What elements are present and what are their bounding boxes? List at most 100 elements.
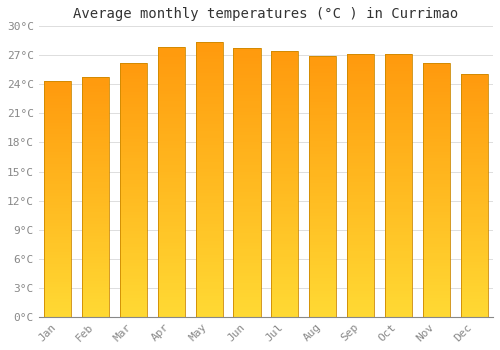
Bar <box>422 72 450 76</box>
Bar <box>44 178 72 182</box>
Bar <box>44 264 72 267</box>
Bar <box>44 122 72 126</box>
Bar <box>158 87 185 91</box>
Bar <box>120 253 147 257</box>
Bar <box>385 222 412 225</box>
Bar <box>385 127 412 130</box>
Bar <box>385 251 412 254</box>
Bar <box>44 270 72 273</box>
Bar <box>422 241 450 244</box>
Bar <box>271 151 298 154</box>
Bar <box>82 272 109 275</box>
Bar <box>82 260 109 263</box>
Bar <box>309 170 336 174</box>
Bar <box>120 275 147 279</box>
Bar <box>158 246 185 249</box>
Bar <box>422 174 450 177</box>
Bar <box>460 192 488 195</box>
Bar <box>347 261 374 264</box>
Bar <box>234 51 260 54</box>
Bar <box>196 193 223 196</box>
Bar <box>44 190 72 193</box>
Bar <box>422 63 450 317</box>
Bar <box>460 150 488 153</box>
Bar <box>385 241 412 245</box>
Bar <box>158 232 185 236</box>
Bar <box>460 186 488 189</box>
Bar <box>82 209 109 212</box>
Bar <box>385 156 412 159</box>
Bar <box>234 155 260 159</box>
Bar <box>309 242 336 245</box>
Bar <box>422 69 450 72</box>
Bar <box>309 128 336 131</box>
Bar <box>44 211 72 214</box>
Bar <box>44 96 72 99</box>
Bar <box>309 203 336 206</box>
Bar <box>309 301 336 304</box>
Bar <box>422 146 450 149</box>
Bar <box>460 159 488 162</box>
Bar <box>422 250 450 253</box>
Bar <box>234 108 260 112</box>
Bar <box>385 100 412 104</box>
Bar <box>422 82 450 85</box>
Bar <box>82 137 109 140</box>
Bar <box>82 215 109 218</box>
Bar <box>82 86 109 89</box>
Bar <box>158 276 185 280</box>
Bar <box>347 241 374 245</box>
Bar <box>158 212 185 216</box>
Bar <box>347 77 374 80</box>
Bar <box>385 146 412 149</box>
Bar <box>82 131 109 134</box>
Bar <box>347 80 374 84</box>
Bar <box>44 111 72 114</box>
Bar <box>422 142 450 146</box>
Bar <box>44 187 72 190</box>
Bar <box>422 104 450 107</box>
Bar <box>44 102 72 105</box>
Bar <box>82 266 109 269</box>
Bar <box>347 166 374 169</box>
Bar <box>422 158 450 161</box>
Bar <box>158 243 185 246</box>
Bar <box>120 304 147 307</box>
Bar <box>347 268 374 271</box>
Bar <box>271 211 298 214</box>
Bar <box>347 287 374 290</box>
Bar <box>234 287 260 290</box>
Bar <box>309 284 336 287</box>
Bar <box>158 104 185 107</box>
Bar <box>460 89 488 92</box>
Bar <box>120 288 147 292</box>
Bar <box>309 304 336 307</box>
Bar <box>309 174 336 177</box>
Bar <box>385 231 412 235</box>
Bar <box>385 310 412 314</box>
Bar <box>196 282 223 286</box>
Bar <box>196 234 223 238</box>
Bar <box>120 310 147 314</box>
Bar <box>460 286 488 289</box>
Bar <box>271 314 298 317</box>
Bar <box>385 189 412 192</box>
Bar <box>82 248 109 251</box>
Bar <box>82 287 109 290</box>
Bar <box>158 222 185 226</box>
Bar <box>460 116 488 119</box>
Bar <box>309 108 336 112</box>
Bar <box>422 225 450 228</box>
Bar <box>120 89 147 92</box>
Bar <box>460 241 488 244</box>
Bar <box>196 66 223 69</box>
Bar <box>460 299 488 302</box>
Bar <box>120 161 147 164</box>
Bar <box>385 176 412 179</box>
Bar <box>385 113 412 117</box>
Bar <box>82 281 109 284</box>
Bar <box>385 314 412 317</box>
Bar <box>120 76 147 79</box>
Bar <box>271 161 298 164</box>
Bar <box>422 76 450 79</box>
